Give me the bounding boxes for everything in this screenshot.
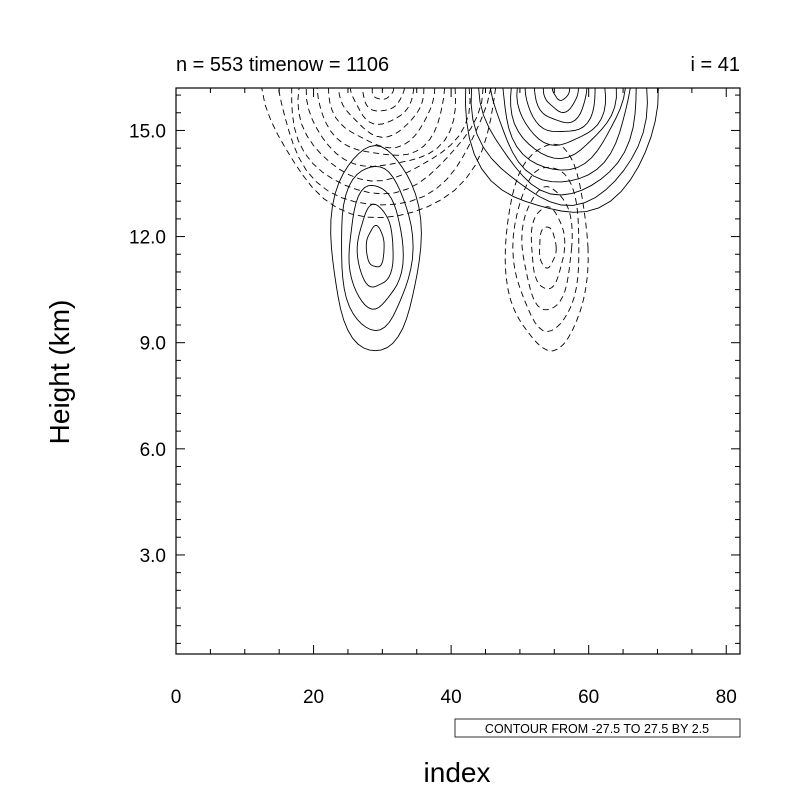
y-tick-label: 15.0 bbox=[129, 121, 166, 142]
contour-positive bbox=[348, 184, 404, 310]
contour-lines bbox=[261, 88, 659, 352]
contour-positive bbox=[542, 88, 579, 113]
tick-labels: 0 20 40 60 80 3.0 6.0 9.0 12.0 15.0 bbox=[129, 121, 737, 708]
contour-negative bbox=[305, 88, 456, 167]
contour-positive bbox=[365, 224, 385, 268]
contour-positive bbox=[470, 88, 648, 206]
contour-positive bbox=[465, 88, 659, 213]
x-tick-label: 60 bbox=[578, 687, 599, 708]
axis-ticks bbox=[175, 88, 740, 654]
contour-positive bbox=[478, 88, 637, 196]
contour-negative bbox=[291, 88, 484, 195]
contour-negative bbox=[361, 88, 406, 112]
contour-positive bbox=[533, 88, 588, 124]
contour-positive bbox=[524, 88, 596, 133]
contour-positive bbox=[489, 88, 631, 183]
contour-negative bbox=[328, 88, 436, 149]
y-tick-label: 3.0 bbox=[140, 546, 166, 567]
contour-positive bbox=[502, 88, 626, 171]
contour-negative bbox=[539, 226, 557, 269]
contour-negative bbox=[504, 143, 589, 352]
contour-negative bbox=[261, 88, 497, 219]
title-right: i = 41 bbox=[691, 54, 740, 76]
contour-positive bbox=[356, 203, 394, 288]
plot-frame bbox=[175, 87, 741, 655]
x-tick-label: 80 bbox=[716, 687, 737, 708]
x-tick-label: 40 bbox=[441, 687, 462, 708]
contour-positive bbox=[341, 165, 414, 332]
y-tick-label: 6.0 bbox=[140, 440, 166, 461]
contour-negative bbox=[316, 88, 446, 156]
contour-negative bbox=[277, 88, 492, 206]
x-tick-label: 0 bbox=[171, 687, 182, 708]
contour-positive bbox=[516, 88, 606, 146]
contour-negative bbox=[512, 166, 580, 333]
contour-info-box bbox=[454, 718, 741, 738]
contour-positive bbox=[551, 88, 571, 101]
y-tick-label: 12.0 bbox=[129, 228, 166, 249]
x-axis-title: index bbox=[424, 757, 491, 788]
contour-positive bbox=[330, 145, 422, 352]
contour-negative bbox=[371, 88, 395, 100]
contour-negative bbox=[530, 206, 566, 290]
y-axis-title: Height (km) bbox=[44, 300, 75, 445]
title-left: n = 553 timenow = 1106 bbox=[176, 54, 389, 76]
y-tick-label: 9.0 bbox=[140, 334, 166, 355]
contour-negative bbox=[521, 186, 573, 311]
x-tick-label: 20 bbox=[303, 687, 324, 708]
contour-negative bbox=[349, 88, 415, 125]
contour-positive bbox=[510, 88, 617, 160]
contour-info-label: CONTOUR FROM -27.5 TO 27.5 BY 2.5 bbox=[485, 722, 709, 736]
